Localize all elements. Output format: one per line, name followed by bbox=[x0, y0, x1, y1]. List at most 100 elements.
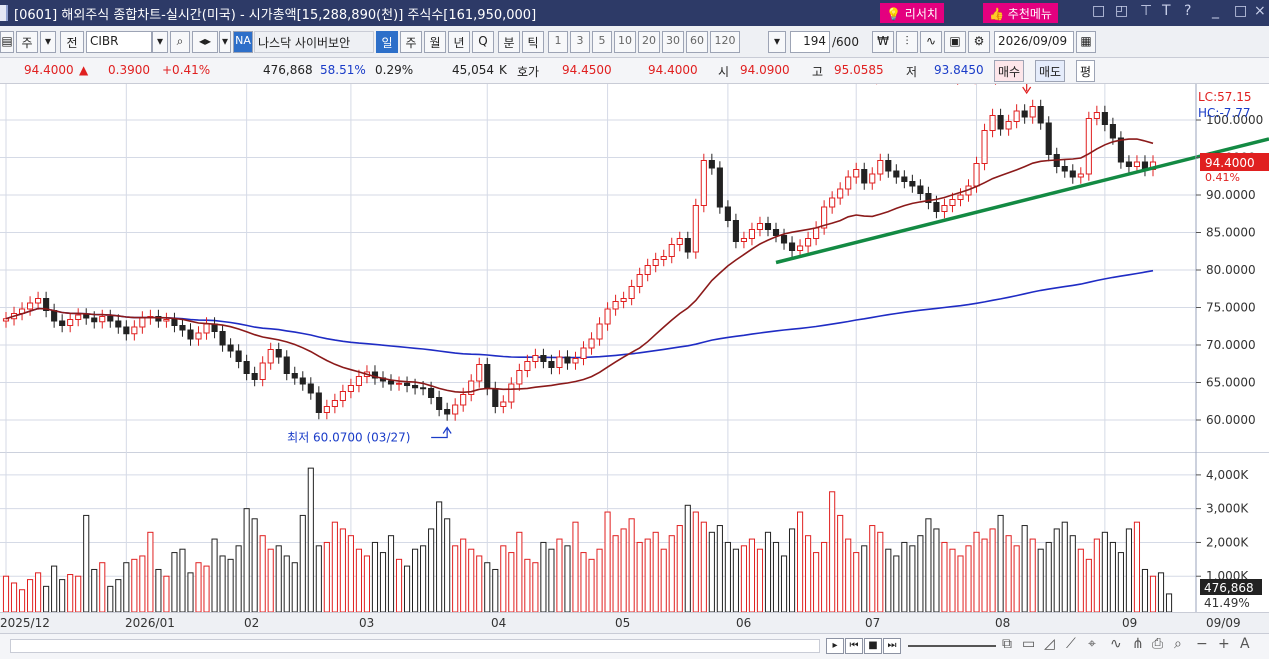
sell-button[interactable]: 매도 bbox=[1035, 60, 1066, 82]
symbol-dropdown-icon[interactable]: ▾ bbox=[152, 31, 168, 53]
menu-grid-icon[interactable]: ▤ bbox=[0, 31, 14, 53]
period-minute-tab[interactable]: 분 bbox=[498, 31, 520, 53]
draw-tool-icon[interactable]: ∿ bbox=[920, 31, 942, 53]
period-quarter-tab[interactable]: Q bbox=[472, 31, 494, 53]
stop-icon[interactable]: ■ bbox=[864, 638, 882, 654]
chart-scrollbar[interactable] bbox=[10, 639, 820, 653]
zoom-icon[interactable]: ⌕ bbox=[1174, 636, 1182, 652]
scroll-last-icon[interactable]: ⏭ bbox=[883, 638, 901, 654]
speaker-dropdown-icon[interactable]: ▾ bbox=[219, 31, 231, 53]
trendline bbox=[775, 137, 1269, 265]
search-icon[interactable]: ⌕ bbox=[170, 31, 190, 53]
period-tick-tab[interactable]: 틱 bbox=[522, 31, 544, 53]
count-input[interactable]: 194 bbox=[790, 31, 830, 53]
research-button[interactable]: 💡 리서치 bbox=[880, 3, 944, 23]
zoom-out-icon[interactable]: − bbox=[1196, 636, 1208, 652]
pin-icon[interactable]: ⊤ bbox=[1140, 3, 1153, 19]
zoom-in-icon[interactable]: + bbox=[1218, 636, 1230, 652]
interval-30[interactable]: 30 bbox=[662, 31, 684, 53]
candle bbox=[909, 181, 916, 187]
volume-bar bbox=[925, 518, 932, 612]
period-day-tab[interactable]: 일 bbox=[376, 31, 398, 53]
high-arrow-icon bbox=[1026, 84, 1028, 91]
x-label: 09 bbox=[1122, 616, 1138, 630]
x-axis: 2025/12 2026/01 02 03 04 05 06 07 08 09 … bbox=[0, 612, 1269, 634]
minimize-icon[interactable]: _ bbox=[1212, 3, 1219, 19]
volume-bar bbox=[1101, 531, 1108, 612]
interval-3[interactable]: 3 bbox=[570, 31, 590, 53]
window-copy-icon[interactable]: ◰ bbox=[1115, 3, 1129, 19]
count-total: /600 bbox=[832, 35, 859, 49]
interval-20[interactable]: 20 bbox=[638, 31, 660, 53]
calendar-icon[interactable]: ▦ bbox=[1076, 31, 1096, 53]
volume-bar bbox=[187, 572, 194, 612]
volume-bar bbox=[941, 541, 948, 612]
window-icon-2[interactable]: ▭ bbox=[1022, 636, 1036, 652]
speaker-icon[interactable]: ◂▸ bbox=[192, 31, 218, 53]
candle bbox=[1133, 161, 1141, 167]
print-icon[interactable]: ⎙ bbox=[1152, 636, 1164, 652]
cursor-tool-icon[interactable]: ⌖ bbox=[1088, 636, 1096, 652]
maximize-icon[interactable]: □ bbox=[1234, 3, 1248, 19]
volume-bar bbox=[732, 548, 739, 612]
scroll-first-icon[interactable]: ⏮ bbox=[845, 638, 863, 654]
interval-5[interactable]: 5 bbox=[592, 31, 612, 53]
volume-bar bbox=[933, 528, 940, 612]
font-icon[interactable]: T bbox=[1162, 3, 1171, 19]
indicator-icon[interactable]: ⫶ bbox=[896, 31, 918, 53]
interval-10[interactable]: 10 bbox=[614, 31, 636, 53]
zoom-slider[interactable] bbox=[908, 645, 996, 647]
period-week-tab[interactable]: 주 bbox=[400, 31, 422, 53]
volume-bar bbox=[813, 552, 820, 612]
chart-area-icon[interactable]: ◿ bbox=[1044, 636, 1055, 652]
candle bbox=[275, 349, 282, 358]
volume-bar bbox=[468, 548, 475, 612]
period-year-tab[interactable]: 년 bbox=[448, 31, 470, 53]
x-label: 08 bbox=[995, 616, 1011, 630]
interval-1[interactable]: 1 bbox=[548, 31, 568, 53]
volume-bar bbox=[1045, 541, 1052, 612]
candle bbox=[981, 130, 988, 164]
x-date-label: 09/09 bbox=[1206, 616, 1241, 630]
candle bbox=[997, 115, 1004, 130]
volume-bar bbox=[837, 514, 844, 612]
buy-button[interactable]: 매수 bbox=[994, 60, 1025, 82]
candle bbox=[780, 235, 788, 244]
candle bbox=[596, 323, 603, 340]
candle bbox=[821, 206, 828, 229]
prev-button[interactable]: 전 bbox=[60, 31, 84, 53]
candle bbox=[387, 380, 395, 385]
chart-toolbar: ▤ 주 ▾ 전 CIBR ▾ ⌕ ◂▸ ▾ NA 나스닥 사이버보안 일 주 월… bbox=[0, 26, 1269, 58]
wave-tool-icon[interactable]: ∿ bbox=[1110, 636, 1122, 652]
candle bbox=[395, 382, 403, 385]
date-input[interactable]: 2026/09/09 bbox=[994, 31, 1074, 53]
period-month-tab[interactable]: 월 bbox=[424, 31, 446, 53]
eval-button[interactable]: 평 bbox=[1076, 60, 1096, 82]
scroll-right-icon[interactable]: ▸ bbox=[826, 638, 844, 654]
layout-icon[interactable]: □ bbox=[1092, 3, 1106, 19]
close-icon[interactable]: × bbox=[1254, 3, 1266, 19]
candle bbox=[227, 344, 234, 352]
layout-split-icon[interactable]: ⧉ bbox=[1002, 636, 1012, 652]
help-icon[interactable]: ? bbox=[1184, 3, 1192, 19]
x-label: 2025/12 bbox=[0, 616, 50, 630]
auto-scale-icon[interactable]: A bbox=[1240, 636, 1250, 652]
fib-tool-icon[interactable]: ⋔ bbox=[1132, 636, 1144, 652]
recommend-menu-button[interactable]: 👍 추천메뉴 bbox=[983, 3, 1058, 23]
candle bbox=[1069, 170, 1076, 178]
period-dropdown-icon[interactable]: ▾ bbox=[40, 31, 56, 53]
line-tool-icon[interactable]: ⟋ bbox=[1066, 636, 1076, 652]
chart-type-icon[interactable]: ₩ bbox=[872, 31, 894, 53]
save-icon[interactable]: ▣ bbox=[944, 31, 966, 53]
x-label: 2026/01 bbox=[125, 616, 175, 630]
research-label: 리서치 bbox=[904, 7, 938, 21]
interval-60[interactable]: 60 bbox=[686, 31, 708, 53]
symbol-input[interactable]: CIBR bbox=[86, 31, 152, 53]
candle bbox=[925, 193, 932, 203]
count-dropdown-icon[interactable]: ▾ bbox=[768, 31, 786, 53]
period-main-select[interactable]: 주 bbox=[16, 31, 38, 53]
interval-120[interactable]: 120 bbox=[710, 31, 740, 53]
price-chart[interactable]: 100.000095.000090.000085.000080.000075.0… bbox=[0, 84, 1269, 452]
gear-icon[interactable]: ⚙ bbox=[968, 31, 990, 53]
